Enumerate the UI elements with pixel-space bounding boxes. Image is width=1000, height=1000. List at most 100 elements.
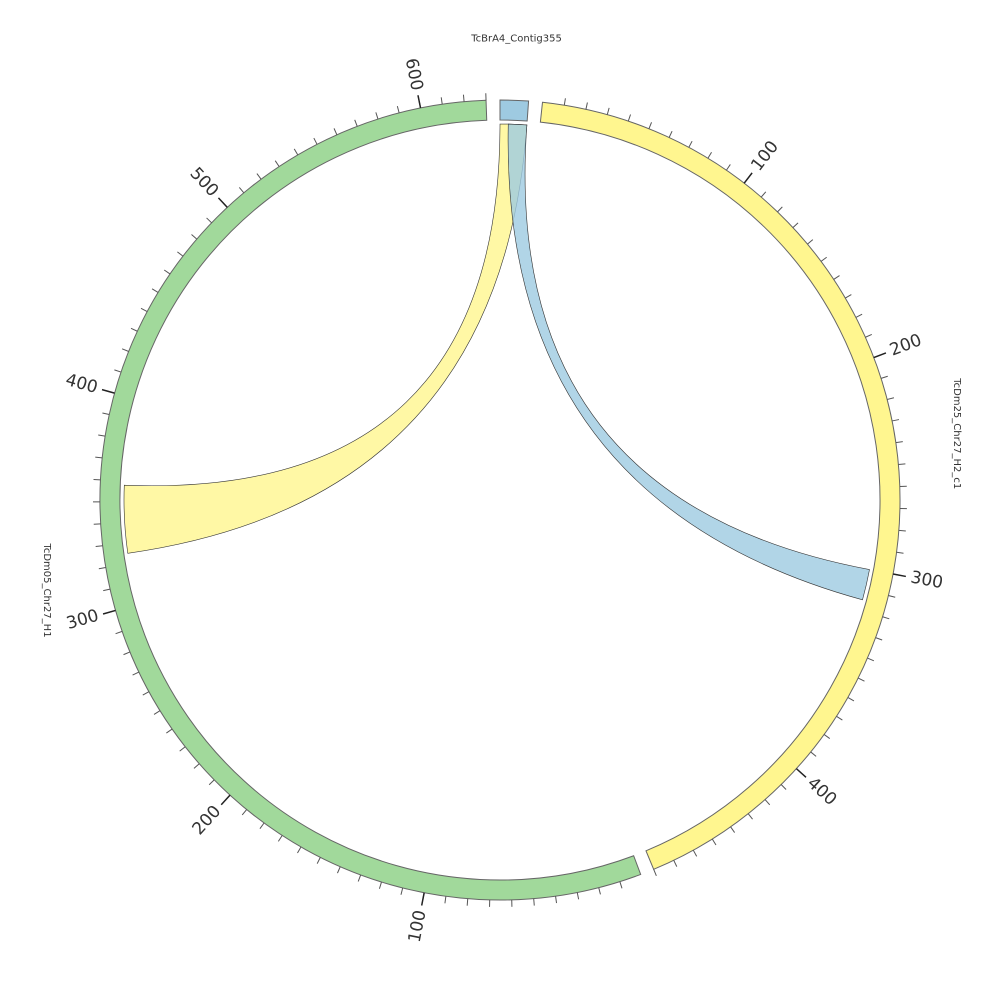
minor-tick — [892, 419, 900, 422]
minor-tick — [166, 728, 173, 734]
minor-tick — [792, 222, 799, 228]
minor-tick — [378, 881, 382, 889]
minor-tick — [867, 657, 875, 662]
minor-tick — [177, 251, 184, 257]
minor-tick — [823, 734, 831, 739]
major-tick — [743, 172, 753, 184]
minor-tick — [466, 898, 469, 906]
minor-tick — [810, 751, 817, 757]
minor-tick — [653, 869, 657, 876]
major-tick — [892, 573, 907, 578]
minor-tick — [333, 128, 338, 135]
major-tick — [417, 95, 422, 109]
minor-tick — [277, 835, 283, 842]
minor-tick — [875, 637, 883, 641]
minor-tick — [142, 691, 150, 696]
minor-tick — [688, 140, 693, 148]
minor-tick — [336, 866, 341, 874]
minor-tick — [98, 567, 106, 570]
minor-tick — [208, 779, 215, 786]
minor-tick — [102, 412, 110, 415]
minor-tick — [725, 164, 731, 171]
tick-label: 400 — [803, 773, 840, 810]
minor-tick — [98, 434, 106, 437]
tick-label: 200 — [887, 330, 924, 360]
minor-tick — [855, 313, 863, 318]
minor-tick — [865, 333, 872, 338]
tick-label: 200 — [189, 802, 226, 839]
minor-tick — [121, 348, 129, 352]
major-tick — [102, 609, 116, 615]
segment-arc — [539, 101, 901, 870]
minor-tick — [833, 275, 840, 280]
minor-tick — [132, 671, 140, 676]
minor-tick — [259, 822, 265, 829]
minor-tick — [619, 881, 623, 889]
link-ribbon — [123, 123, 528, 554]
minor-tick — [179, 746, 186, 752]
minor-tick — [711, 838, 717, 846]
minor-tick — [648, 122, 653, 129]
minor-tick — [707, 152, 712, 159]
minor-tick — [847, 697, 855, 702]
minor-tick — [238, 187, 245, 194]
minor-tick — [692, 849, 698, 857]
minor-tick — [123, 651, 131, 656]
tick-label: 400 — [63, 370, 100, 398]
tick-label: 100 — [405, 909, 431, 945]
minor-tick — [760, 191, 767, 198]
minor-tick — [440, 97, 443, 105]
minor-tick — [462, 94, 465, 102]
minor-tick — [256, 173, 262, 180]
tick-label: 600 — [401, 57, 427, 93]
tick-label: 500 — [186, 164, 223, 201]
segment-name: TcDm05_Chr27_H1 — [41, 542, 52, 637]
minor-tick — [730, 826, 736, 833]
minor-tick — [375, 112, 379, 120]
minor-tick — [153, 710, 161, 715]
minor-tick — [777, 206, 783, 213]
segment-arc — [499, 99, 530, 122]
tick-label: 300 — [64, 606, 101, 634]
segment-name: TcBrA4_Contig355 — [470, 33, 562, 44]
minor-tick — [354, 119, 358, 127]
link-ribbon — [507, 123, 870, 601]
minor-tick — [898, 529, 906, 532]
minor-tick — [241, 809, 248, 816]
minor-tick — [880, 375, 888, 379]
minor-tick — [103, 588, 111, 592]
minor-tick — [627, 114, 632, 122]
minor-tick — [140, 307, 148, 312]
minor-tick — [533, 898, 535, 906]
major-tick — [220, 794, 231, 806]
minor-tick — [820, 256, 827, 262]
minor-tick — [313, 137, 318, 145]
tick-label: 300 — [909, 568, 945, 594]
minor-tick — [606, 107, 610, 115]
minor-tick — [115, 630, 123, 635]
minor-tick — [555, 896, 558, 904]
minor-tick — [163, 269, 171, 275]
minor-tick — [845, 294, 852, 299]
minor-tick — [780, 784, 787, 790]
minor-tick — [95, 456, 103, 459]
minor-tick — [882, 616, 890, 620]
minor-tick — [151, 288, 159, 293]
minor-tick — [316, 857, 321, 864]
minor-tick — [747, 813, 753, 820]
minor-tick — [598, 887, 601, 895]
minor-tick — [396, 106, 400, 114]
minor-tick — [193, 763, 200, 769]
minor-tick — [274, 160, 280, 167]
major-tick — [101, 388, 115, 394]
minor-tick — [114, 369, 122, 373]
minor-tick — [668, 130, 673, 138]
major-tick — [795, 768, 807, 778]
minor-tick — [191, 234, 198, 240]
major-tick — [420, 892, 425, 906]
minor-tick — [400, 887, 404, 895]
minor-tick — [576, 892, 580, 900]
minor-tick — [206, 217, 212, 224]
